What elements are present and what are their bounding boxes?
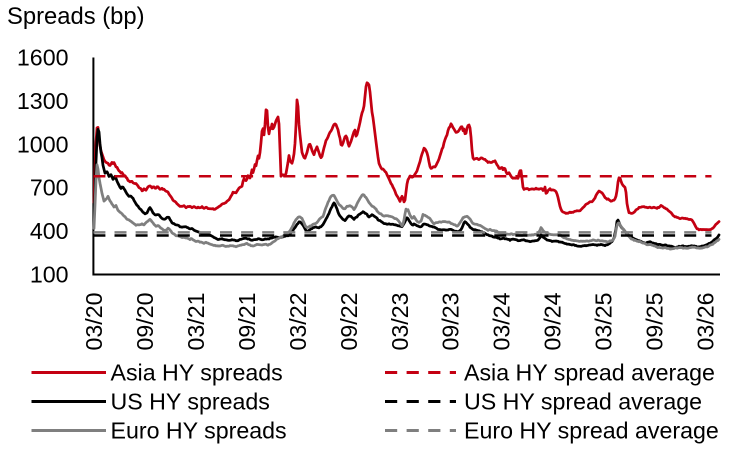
svg-text:700: 700 [30, 175, 69, 201]
svg-text:03/21: 03/21 [183, 292, 209, 350]
svg-text:03/25: 03/25 [591, 292, 617, 350]
svg-text:Euro HY spread average: Euro HY spread average [464, 417, 719, 443]
svg-text:03/20: 03/20 [81, 292, 107, 350]
svg-text:Euro HY spreads: Euro HY spreads [111, 417, 287, 443]
svg-text:1300: 1300 [17, 88, 69, 114]
svg-text:09/23: 09/23 [438, 292, 464, 350]
svg-text:03/24: 03/24 [489, 292, 515, 350]
svg-text:US HY spreads: US HY spreads [111, 388, 270, 414]
svg-text:400: 400 [30, 218, 69, 244]
svg-text:1000: 1000 [17, 131, 69, 157]
svg-text:09/25: 09/25 [641, 292, 667, 350]
svg-text:US HY spread average: US HY spread average [464, 388, 702, 414]
svg-text:09/21: 09/21 [234, 292, 260, 350]
svg-text:Asia HY spread average: Asia HY spread average [464, 359, 715, 385]
svg-text:09/22: 09/22 [336, 292, 362, 350]
svg-text:1600: 1600 [17, 45, 69, 71]
svg-text:100: 100 [30, 261, 69, 287]
svg-text:09/20: 09/20 [132, 292, 158, 350]
svg-text:03/23: 03/23 [387, 292, 413, 350]
svg-text:03/26: 03/26 [692, 292, 718, 350]
svg-text:Asia HY spreads: Asia HY spreads [111, 359, 283, 385]
svg-text:09/24: 09/24 [540, 292, 566, 350]
svg-text:03/22: 03/22 [285, 292, 311, 350]
